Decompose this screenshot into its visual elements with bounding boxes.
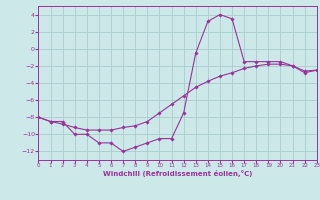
X-axis label: Windchill (Refroidissement éolien,°C): Windchill (Refroidissement éolien,°C) — [103, 170, 252, 177]
